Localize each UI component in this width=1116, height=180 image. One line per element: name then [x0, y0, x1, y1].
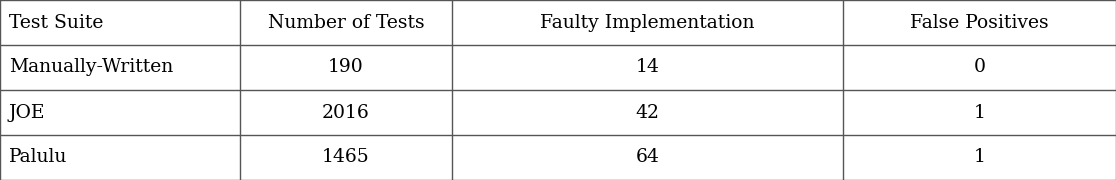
Text: Palulu: Palulu [9, 148, 67, 166]
Text: False Positives: False Positives [910, 14, 1049, 32]
Text: Test Suite: Test Suite [9, 14, 104, 32]
Text: Faulty Implementation: Faulty Implementation [540, 14, 754, 32]
Text: 1: 1 [973, 103, 985, 122]
Text: 1465: 1465 [323, 148, 369, 166]
Text: JOE: JOE [9, 103, 46, 122]
Text: Number of Tests: Number of Tests [268, 14, 424, 32]
Text: 0: 0 [973, 58, 985, 76]
Text: 42: 42 [635, 103, 660, 122]
Text: 64: 64 [635, 148, 660, 166]
Text: Manually-Written: Manually-Written [9, 58, 173, 76]
Text: 14: 14 [635, 58, 660, 76]
Text: 1: 1 [973, 148, 985, 166]
Text: 190: 190 [328, 58, 364, 76]
Text: 2016: 2016 [323, 103, 369, 122]
